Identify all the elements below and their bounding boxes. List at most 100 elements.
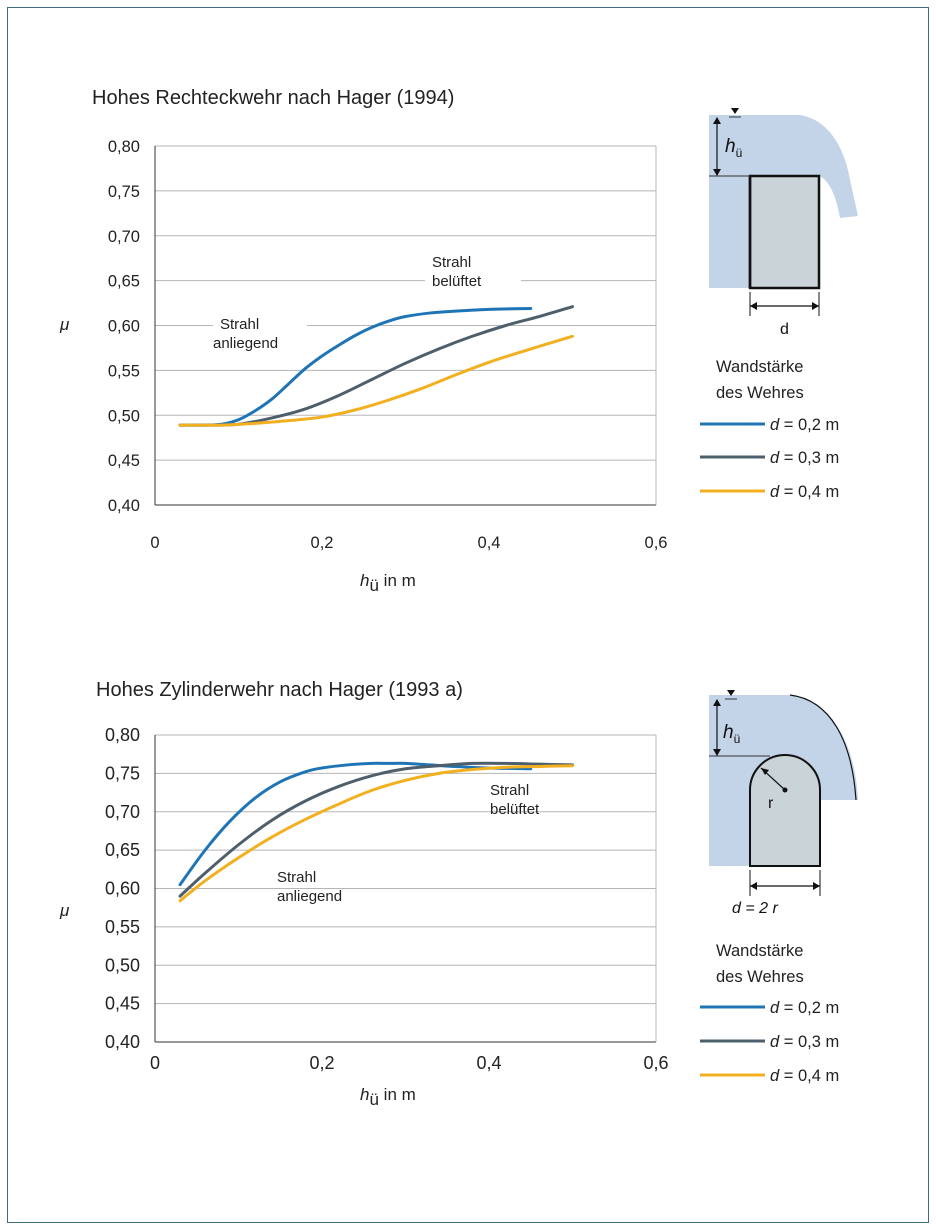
chart-1-x-label-h: h [360, 571, 369, 590]
legend-label: d = 0,4 m [770, 1067, 839, 1085]
legend-value: = 0,4 m [779, 483, 839, 501]
y-tick-label: 0,80 [108, 138, 140, 156]
legend-value: = 0,2 m [779, 999, 839, 1017]
annot2-belueftet-line2: belüftet [490, 801, 540, 818]
y-tick-label: 0,50 [108, 407, 140, 425]
chart-1-annotations: Strahl anliegend Strahl belüftet [213, 250, 521, 356]
chart-2-annotations: Strahl anliegend Strahl belüftet [277, 782, 540, 905]
legend-label: d = 0,3 m [770, 449, 839, 467]
cylinder-weir-body [749, 754, 821, 867]
water-level-icon [731, 108, 739, 114]
x-tick-label: 0,6 [645, 534, 668, 552]
legend-1-title-line1: Wandstärke [716, 358, 803, 376]
legend-value: = 0,3 m [779, 1033, 839, 1051]
chart-2: Hohes Zylinderwehr nach Hager (1993 a) 0… [59, 679, 858, 1109]
water-level-icon-2 [727, 690, 735, 696]
y-tick-label: 0,55 [105, 917, 140, 937]
schematic-2-h-label: hü [723, 722, 740, 746]
chart-2-legend: Wandstärke des Wehres d = 0,2 md = 0,3 m… [700, 942, 839, 1085]
schematic-2-h-sub: ü [734, 732, 741, 746]
annot2-anliegend-line1: Strahl [277, 869, 316, 886]
legend-1-entries: d = 0,2 md = 0,3 md = 0,4 m [700, 416, 839, 501]
chart-1-series [178, 305, 574, 427]
y-tick-label: 0,60 [108, 318, 140, 336]
annot-belueftet-line1: Strahl [432, 254, 471, 271]
schematic-1-d-label: d [780, 321, 789, 338]
chart-1-x-label-sub: ü [369, 576, 378, 595]
annot-belueftet-bg [425, 250, 521, 294]
chart-1: Hohes Rechteckwehr nach Hager (1994) 0,4… [59, 87, 858, 595]
legend-value: = 0,2 m [779, 416, 839, 434]
legend-1-title-line2: des Wehres [716, 384, 804, 402]
y-tick-label: 0,70 [108, 228, 140, 246]
y-tick-label: 0,70 [105, 802, 140, 822]
h-dimension-arrows [713, 117, 721, 176]
y-tick-label: 0,55 [108, 362, 140, 380]
chart-2-x-ticks: 0 0,2 0,4 0,6 [150, 1053, 669, 1073]
legend-var: d [770, 1067, 780, 1085]
weir-block [748, 174, 821, 290]
x-tick-label: 0,4 [478, 534, 501, 552]
chart-2-title: Hohes Zylinderwehr nach Hager (1993 a) [96, 679, 463, 701]
cylinder-center-dot [782, 787, 788, 793]
legend-label: d = 0,2 m [770, 999, 839, 1017]
series-line-d04 [178, 764, 574, 903]
y-tick-label: 0,60 [105, 879, 140, 899]
chart-2-x-label-unit: in m [379, 1085, 416, 1104]
y-tick-label: 0,75 [108, 183, 140, 201]
annot-belueftet-line2: belüftet [432, 273, 482, 290]
schematic-2-d-label: d = 2 r [732, 900, 778, 917]
y-tick-label: 0,75 [105, 763, 140, 783]
chart-2-x-label-h: h [360, 1085, 369, 1104]
x-tick-label: 0,4 [476, 1053, 501, 1073]
schematic-1-h-sub: ü [736, 146, 743, 160]
annot2-anliegend-line2: anliegend [277, 888, 342, 905]
chart-2-y-label: μ [59, 901, 70, 920]
y-tick-label: 0,45 [105, 994, 140, 1014]
chart-1-y-label: μ [59, 315, 70, 334]
legend-label: d = 0,2 m [770, 416, 839, 434]
legend-label: d = 0,3 m [770, 1033, 839, 1051]
h-dimension-arrows-2 [713, 699, 721, 756]
schematic-2-d-r: r [772, 900, 778, 917]
schematic-1-h-label: hü [725, 136, 742, 160]
schematic-2-d-pre: d = 2 [732, 900, 772, 917]
d2-dimension-arrows [750, 882, 820, 890]
chart-1-grid [154, 145, 657, 506]
legend-var: d [770, 999, 780, 1017]
legend-var: d [770, 449, 780, 467]
x-tick-label: 0,6 [643, 1053, 668, 1073]
nappe-upper-curve [789, 694, 857, 801]
chart-1-x-label-unit: in m [379, 571, 416, 590]
x-tick-label: 0 [150, 1053, 160, 1073]
x-tick-label: 0,2 [311, 534, 334, 552]
legend-var: d [770, 416, 780, 434]
chart-2-series [178, 761, 574, 903]
chart-2-x-label: hü in m [360, 1085, 416, 1109]
schematic-cylinder-weir: hü r d = 2 r [709, 690, 858, 917]
legend-2-title-line1: Wandstärke [716, 942, 803, 960]
chart-1-x-ticks: 0 0,2 0,4 0,6 [150, 534, 667, 552]
legend-var: d [770, 483, 780, 501]
chart-1-x-label: hü in m [360, 571, 416, 595]
series-line-d04 [178, 334, 574, 427]
schematic-2-r-label: r [768, 795, 774, 812]
radius-arrow [761, 768, 769, 775]
y-tick-label: 0,80 [105, 725, 140, 745]
legend-2-entries: d = 0,2 md = 0,3 md = 0,4 m [700, 999, 839, 1085]
y-tick-label: 0,40 [108, 497, 140, 515]
x-tick-label: 0 [150, 534, 159, 552]
chart-1-legend: Wandstärke des Wehres d = 0,2 m d = 0,3 m… [700, 358, 839, 501]
series-line-d03 [178, 761, 574, 898]
legend-2-title-line2: des Wehres [716, 968, 804, 986]
series-line-d02 [178, 306, 533, 427]
schematic-rect-weir: hü d [709, 108, 858, 338]
chart-2-y-ticks: 0,40 0,45 0,50 0,55 0,60 0,65 0,70 0,75 0,80 [105, 725, 140, 1052]
annot2-belueftet-line1: Strahl [490, 782, 529, 799]
x-tick-label: 0,2 [309, 1053, 334, 1073]
annot-anliegend-bg [213, 312, 307, 356]
chart-2-x-label-sub: ü [369, 1090, 378, 1109]
y-tick-label: 0,50 [105, 955, 140, 975]
schematic-2-h: h [723, 722, 734, 743]
